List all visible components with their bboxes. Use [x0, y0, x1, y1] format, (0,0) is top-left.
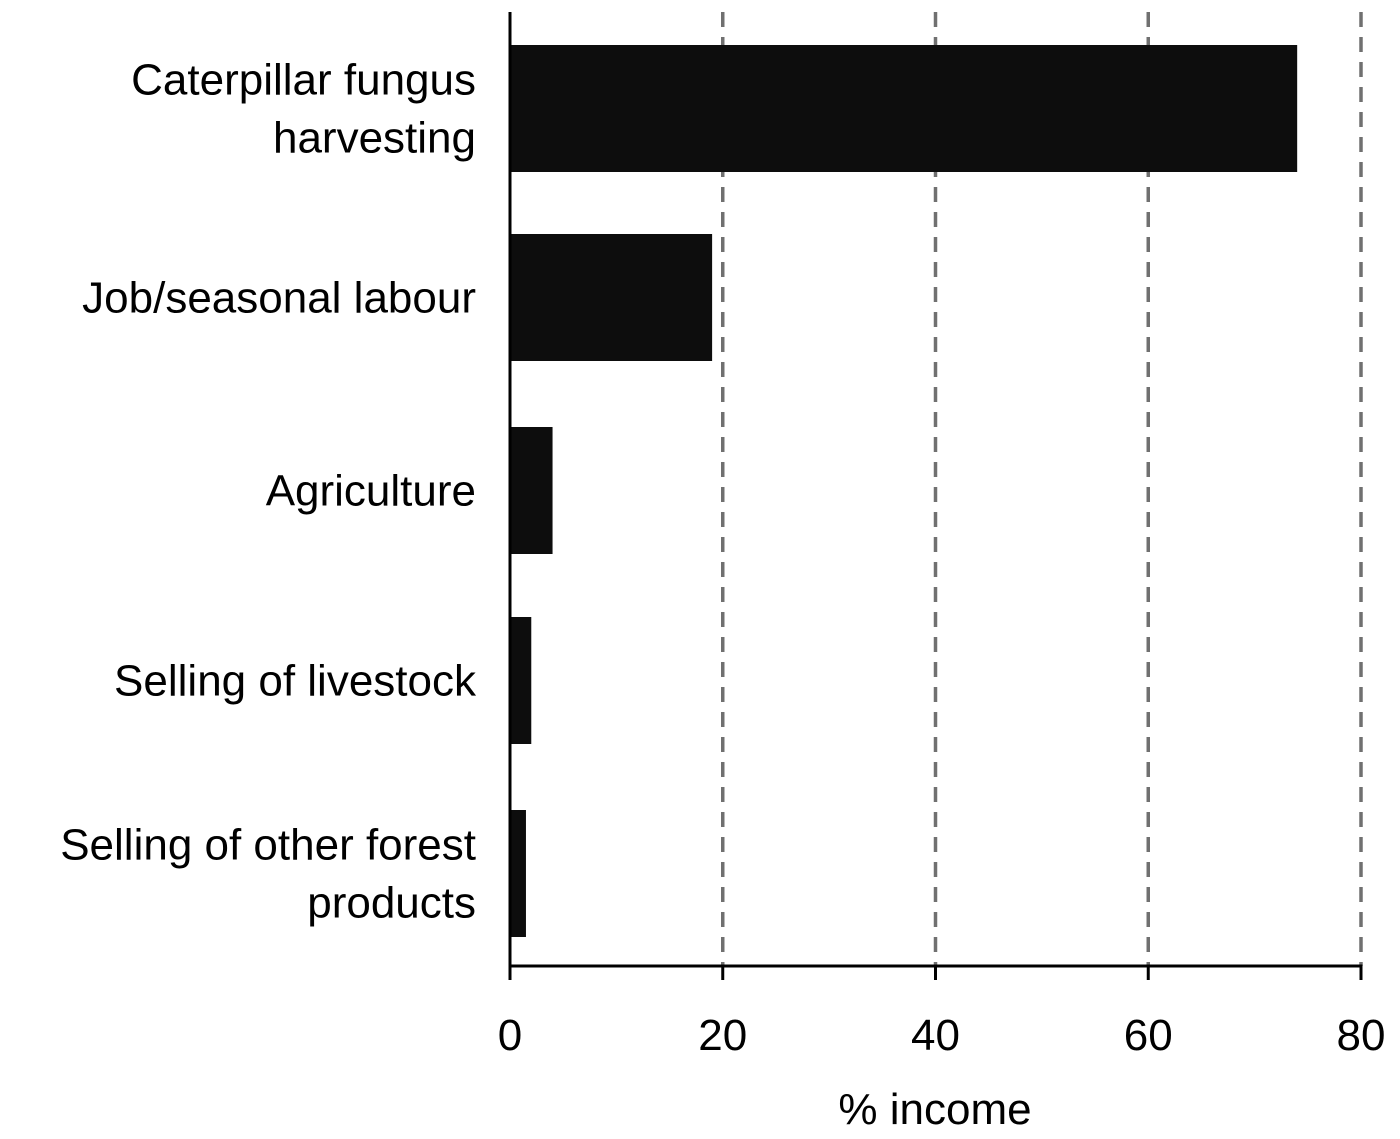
- x-tick-label-20: 20: [698, 1011, 747, 1060]
- category-labels: Caterpillar fungus harvesting Job/seasonal…: [60, 56, 477, 928]
- category-label-0-line-0: Caterpillar fungus: [131, 56, 476, 105]
- category-label-4-line-1: products: [307, 879, 476, 928]
- bar-1: [510, 234, 713, 361]
- category-label-1-line-0: Job/seasonal labour: [82, 274, 476, 323]
- bar-4: [510, 810, 526, 937]
- x-tick-label-60: 60: [1124, 1011, 1173, 1060]
- bars: [510, 45, 1298, 937]
- bar-2: [510, 427, 553, 554]
- x-tick-labels: 0 20 40 60 80: [498, 1011, 1386, 1060]
- axes: [508, 12, 1363, 980]
- category-label-0-line-1: harvesting: [273, 114, 476, 163]
- category-label-4-line-0: Selling of other forest: [60, 821, 476, 870]
- bar-0: [510, 45, 1298, 172]
- x-tick-label-80: 80: [1337, 1011, 1386, 1060]
- x-axis-title: % income: [838, 1085, 1031, 1134]
- x-tick-label-0: 0: [498, 1011, 522, 1060]
- bar-3: [510, 617, 532, 744]
- category-label-3-line-0: Selling of livestock: [114, 657, 477, 706]
- x-tick-label-40: 40: [911, 1011, 960, 1060]
- category-label-2-line-0: Agriculture: [266, 467, 476, 516]
